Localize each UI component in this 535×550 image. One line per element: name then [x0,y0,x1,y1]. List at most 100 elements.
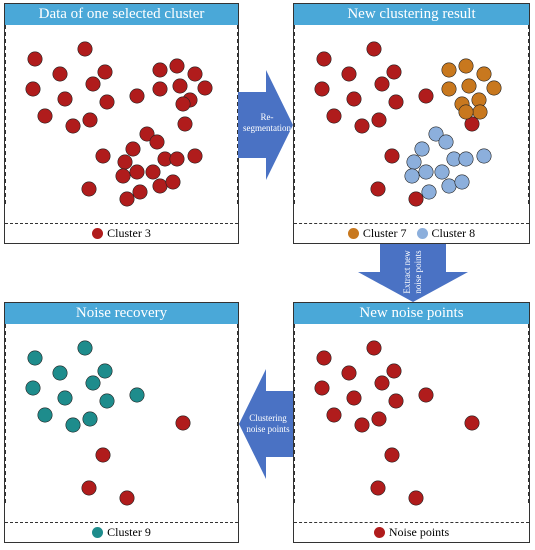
data-point [441,81,457,97]
arrow-label-line: Clustering [249,413,287,423]
data-point [81,480,97,496]
data-point [197,80,213,96]
panel-title: Data of one selected cluster [5,4,238,25]
data-point [374,375,390,391]
data-point [177,116,193,132]
scatter-plot [294,25,529,207]
panel-legend: Noise points [294,522,529,542]
data-point [85,375,101,391]
data-point [95,148,111,164]
data-point [77,41,93,57]
data-point [366,340,382,356]
data-point [314,380,330,396]
data-point [434,164,450,180]
data-point [152,81,168,97]
data-point [354,118,370,134]
arrow-label-extract: Extract new noise points [402,242,424,302]
data-point [458,58,474,74]
arrow-label-resegmentation: Re- segmentation [238,112,296,134]
data-point [37,108,53,124]
data-point [346,91,362,107]
data-point [117,154,133,170]
panel-title: Noise recovery [5,303,238,324]
data-point [145,164,161,180]
arrow-label-line: noise points [413,250,423,294]
panel-noise-recovery: Noise recovery Cluster 9 [4,302,239,543]
panel-title: New clustering result [294,4,529,25]
data-point [52,365,68,381]
legend-item: Cluster 8 [416,226,475,241]
data-point [37,407,53,423]
data-point [175,415,191,431]
data-point [119,490,135,506]
legend-item: Cluster 3 [92,226,151,241]
legend-label: Noise points [388,525,450,539]
data-point [65,118,81,134]
data-point [77,340,93,356]
data-point [464,116,480,132]
data-point [187,66,203,82]
arrow-label-clustering: Clustering noise points [239,413,297,435]
data-point [461,78,477,94]
data-point [408,191,424,207]
data-point [85,76,101,92]
data-point [169,151,185,167]
data-point [341,66,357,82]
data-point [65,417,81,433]
data-point [428,126,444,142]
data-point [414,141,430,157]
panel-title: New noise points [294,303,529,324]
legend-item: Noise points [373,525,450,540]
data-point [406,154,422,170]
arrow-down-icon [358,244,468,302]
data-point [81,181,97,197]
data-point [388,393,404,409]
scatter-plot [5,324,238,506]
data-point [175,96,191,112]
data-point [57,390,73,406]
data-point [119,191,135,207]
data-point [371,411,387,427]
data-point [464,415,480,431]
legend-marker [92,527,104,538]
scatter-plot [5,25,238,207]
data-point [366,41,382,57]
panel-selected-cluster: Data of one selected cluster Cluster 3 [4,3,239,244]
data-point [384,148,400,164]
data-point [152,62,168,78]
data-point [404,168,420,184]
data-point [316,350,332,366]
data-point [25,81,41,97]
data-point [418,164,434,180]
data-point [438,134,454,150]
data-point [152,178,168,194]
data-point [149,134,165,150]
data-point [371,112,387,128]
arrow-label-line: segmentation [243,123,291,133]
data-point [57,91,73,107]
data-point [472,104,488,120]
panel-new-noise-points: New noise points Noise points [293,302,530,543]
panel-legend: Cluster 3 [5,223,238,243]
legend-label: Cluster 9 [107,525,151,539]
data-point [129,164,145,180]
data-point [82,112,98,128]
arrow-label-line: Extract new [402,250,412,294]
scatter-plot [294,324,529,506]
data-point [386,64,402,80]
data-point [370,480,386,496]
data-point [314,81,330,97]
data-point [27,51,43,67]
arrow-left-icon [239,369,293,479]
data-point [129,387,145,403]
data-point [169,58,185,74]
legend-marker [92,228,104,239]
data-point [441,178,457,194]
data-point [139,126,155,142]
legend-marker [416,228,428,239]
data-point [386,363,402,379]
data-point [384,447,400,463]
data-point [97,64,113,80]
data-point [316,51,332,67]
data-point [421,184,437,200]
